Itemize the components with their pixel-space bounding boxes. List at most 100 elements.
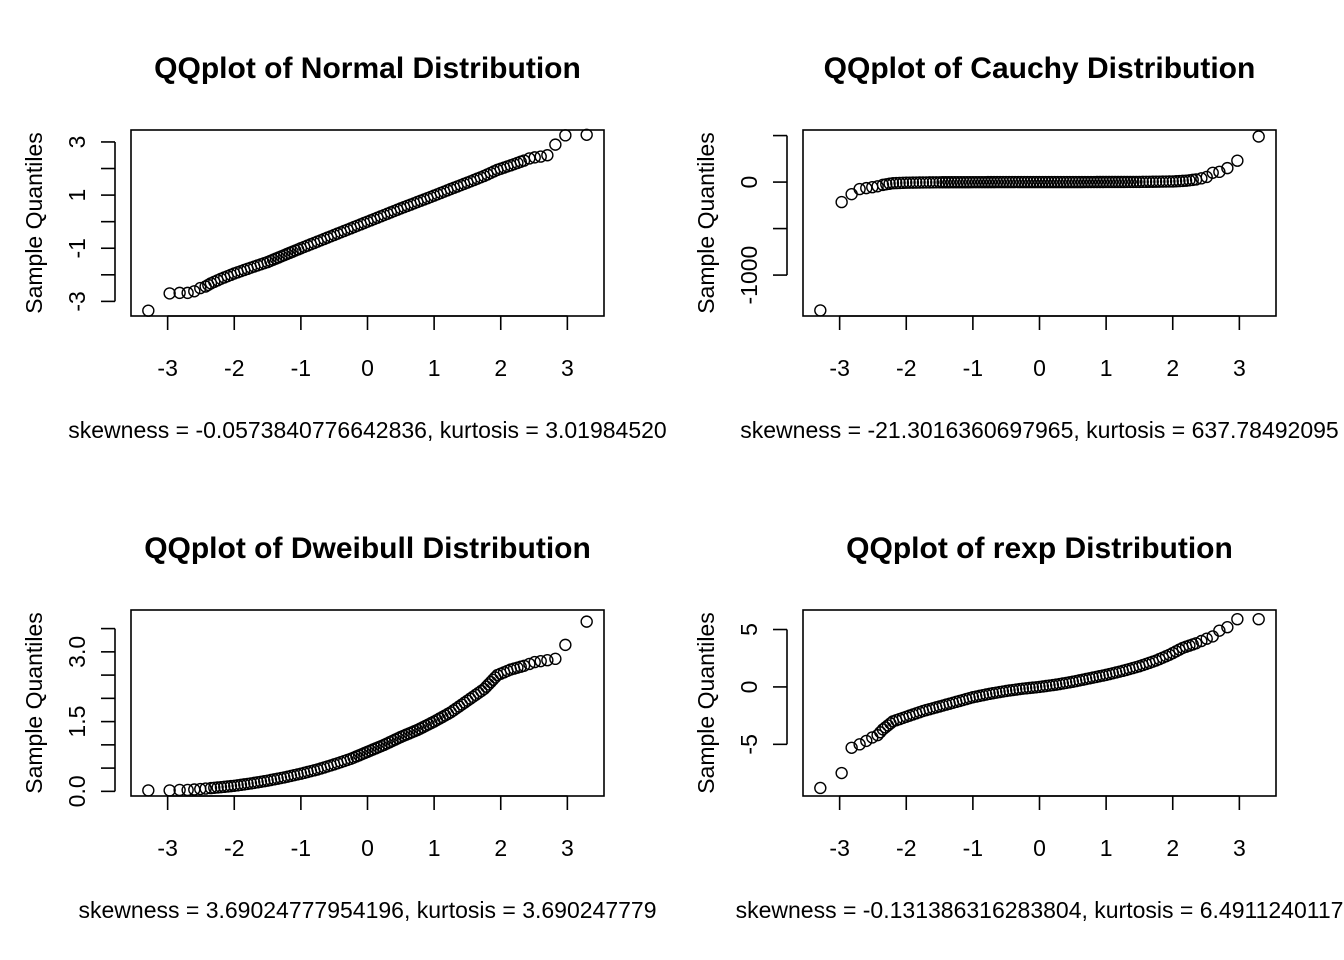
plot-frame — [130, 609, 605, 797]
data-point — [549, 652, 562, 666]
data-point — [1118, 175, 1131, 189]
plot-frame — [802, 609, 1277, 797]
y-tick-label: 3 — [64, 136, 90, 149]
qqplot-panel-0: QQplot of Normal Distribution -3 -2 -1 0 1 2 3 -… — [21, 52, 667, 443]
data-point — [1166, 175, 1179, 188]
x-tick-label: -2 — [896, 835, 916, 861]
x-axis-title: skewness = -0.131386316283804, kurtosis … — [736, 897, 1344, 923]
data-point — [853, 738, 866, 751]
data-point — [1195, 634, 1208, 648]
data-point — [954, 176, 967, 189]
data-point — [559, 638, 572, 652]
data-point — [1173, 174, 1186, 188]
data-point — [1084, 175, 1098, 189]
data-point — [1003, 175, 1016, 189]
data-point — [1159, 175, 1173, 188]
chart-title: QQplot of Normal Distribution — [154, 52, 581, 85]
data-point — [957, 175, 970, 189]
data-point — [181, 783, 194, 797]
data-point — [1027, 175, 1040, 189]
x-tick-label: 2 — [494, 835, 507, 861]
data-point — [903, 176, 916, 189]
y-tick-label: 1.5 — [64, 706, 90, 738]
y-axis-title: Sample Quantiles — [693, 132, 719, 314]
data-point — [886, 176, 900, 190]
y-tick-label: -1000 — [736, 246, 762, 305]
data-point — [1200, 632, 1213, 645]
data-point — [534, 150, 547, 163]
data-point — [835, 766, 848, 780]
data-point — [1018, 175, 1031, 189]
data-point — [1081, 175, 1095, 189]
data-point — [1012, 175, 1025, 189]
data-point — [1006, 175, 1019, 189]
data-point — [173, 286, 186, 300]
data-point — [1042, 175, 1055, 189]
x-tick-label: 1 — [428, 835, 441, 861]
data-point — [978, 175, 992, 189]
data-point — [930, 176, 943, 189]
data-point — [1036, 175, 1049, 189]
data-point — [1051, 175, 1064, 189]
x-tick-label: 2 — [1166, 355, 1179, 381]
data-point — [939, 176, 952, 189]
y-tick-label: 0 — [736, 681, 762, 694]
x-tick-label: -3 — [157, 355, 177, 381]
y-tick-label: 1 — [64, 189, 90, 202]
data-point — [528, 151, 541, 164]
x-axis-title: skewness = 3.69024777954196, kurtosis = … — [79, 897, 657, 923]
data-point — [966, 175, 980, 189]
chart-title: QQplot of Dweibull Distribution — [144, 532, 591, 565]
x-tick-label: 1 — [428, 355, 441, 381]
data-point — [1176, 174, 1189, 188]
data-point — [1090, 175, 1104, 189]
data-point — [1054, 175, 1067, 189]
data-point — [926, 176, 940, 189]
data-point — [1231, 154, 1244, 167]
data-point — [1030, 175, 1043, 189]
data-point — [1072, 175, 1086, 189]
data-point — [871, 180, 884, 193]
data-point — [1146, 175, 1159, 188]
data-point — [906, 176, 920, 189]
y-tick-label: 0 — [736, 176, 762, 189]
data-point — [981, 175, 995, 189]
data-point — [936, 176, 949, 189]
data-point — [999, 175, 1013, 189]
y-axis-title: Sample Quantiles — [21, 132, 47, 314]
data-point — [580, 128, 593, 141]
data-point — [923, 176, 936, 189]
data-point — [1213, 165, 1226, 179]
data-point — [1124, 175, 1137, 189]
data-point — [845, 187, 858, 201]
data-point — [975, 175, 989, 189]
y-tick-label: 3.0 — [64, 636, 90, 668]
data-point — [517, 659, 531, 672]
data-point — [1015, 175, 1028, 189]
y-tick-label: 5 — [736, 623, 762, 636]
data-point — [1112, 175, 1125, 189]
data-point — [549, 138, 562, 151]
data-point — [913, 176, 926, 189]
x-tick-label: -1 — [291, 835, 311, 861]
x-tick-label: 3 — [1233, 355, 1246, 381]
data-point — [1221, 161, 1234, 175]
x-tick-label: 0 — [361, 355, 374, 381]
data-point — [1143, 175, 1156, 188]
x-tick-label: 0 — [1033, 355, 1046, 381]
data-point — [1213, 624, 1226, 637]
data-point — [1075, 175, 1089, 189]
data-point — [523, 657, 536, 671]
data-point — [900, 176, 913, 189]
x-axis-title: skewness = -0.0573840776642836, kurtosis… — [68, 417, 666, 443]
data-point — [580, 615, 593, 628]
y-axis-title: Sample Quantiles — [693, 612, 719, 794]
data-point — [163, 287, 176, 300]
x-tick-label: -3 — [829, 835, 849, 861]
data-point — [1093, 175, 1107, 189]
data-point — [188, 285, 201, 298]
data-point — [1149, 175, 1163, 188]
data-point — [963, 175, 977, 189]
qqplot-panel-1: QQplot of Cauchy Distribution -3 -2 -1 0 1 2 3 -… — [693, 52, 1339, 443]
data-point — [1066, 175, 1080, 189]
